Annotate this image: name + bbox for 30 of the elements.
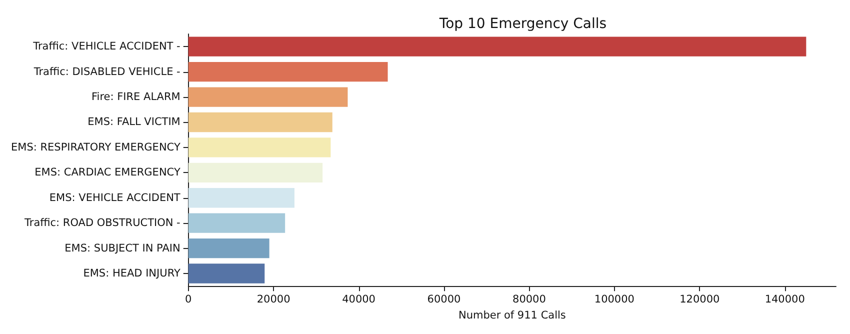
chart-title: Top 10 Emergency Calls <box>438 16 607 32</box>
x-tick-label: 40000 <box>342 294 376 306</box>
bar <box>188 162 323 182</box>
y-tick-label: EMS: VEHICLE ACCIDENT <box>49 192 181 204</box>
bar <box>188 264 265 284</box>
y-tick-label: EMS: RESPIRATORY EMERGENCY <box>11 141 181 154</box>
bar <box>188 112 332 132</box>
x-tick-label: 80000 <box>512 294 546 306</box>
bar <box>188 87 348 107</box>
x-tick-label: 100000 <box>594 294 634 306</box>
x-tick-label: 120000 <box>680 294 720 306</box>
y-tick-label: Traffic: ROAD OBSTRUCTION - <box>24 217 181 230</box>
y-tick-label: Traffic: DISABLED VEHICLE - <box>32 66 181 78</box>
y-tick-label: Fire: FIRE ALARM <box>92 91 180 104</box>
bar <box>188 188 294 208</box>
x-axis-title: Number of 911 Calls <box>458 310 566 322</box>
bar <box>188 213 286 233</box>
y-tick-label: EMS: SUBJECT IN PAIN <box>64 242 180 254</box>
x-tick-label: 140000 <box>764 294 805 306</box>
bar <box>188 138 331 158</box>
bar <box>188 62 388 82</box>
y-tick-label: EMS: HEAD INJURY <box>83 267 181 280</box>
x-tick-label: 0 <box>185 294 192 306</box>
x-tick-label: 60000 <box>427 294 461 306</box>
y-tick-label: EMS: FALL VICTIM <box>88 116 180 128</box>
bar <box>188 36 806 56</box>
bar <box>188 238 270 258</box>
y-tick-label: Traffic: VEHICLE ACCIDENT - <box>32 40 181 53</box>
x-tick-label: 20000 <box>256 294 290 306</box>
y-tick-label: EMS: CARDIAC EMERGENCY <box>34 166 181 179</box>
